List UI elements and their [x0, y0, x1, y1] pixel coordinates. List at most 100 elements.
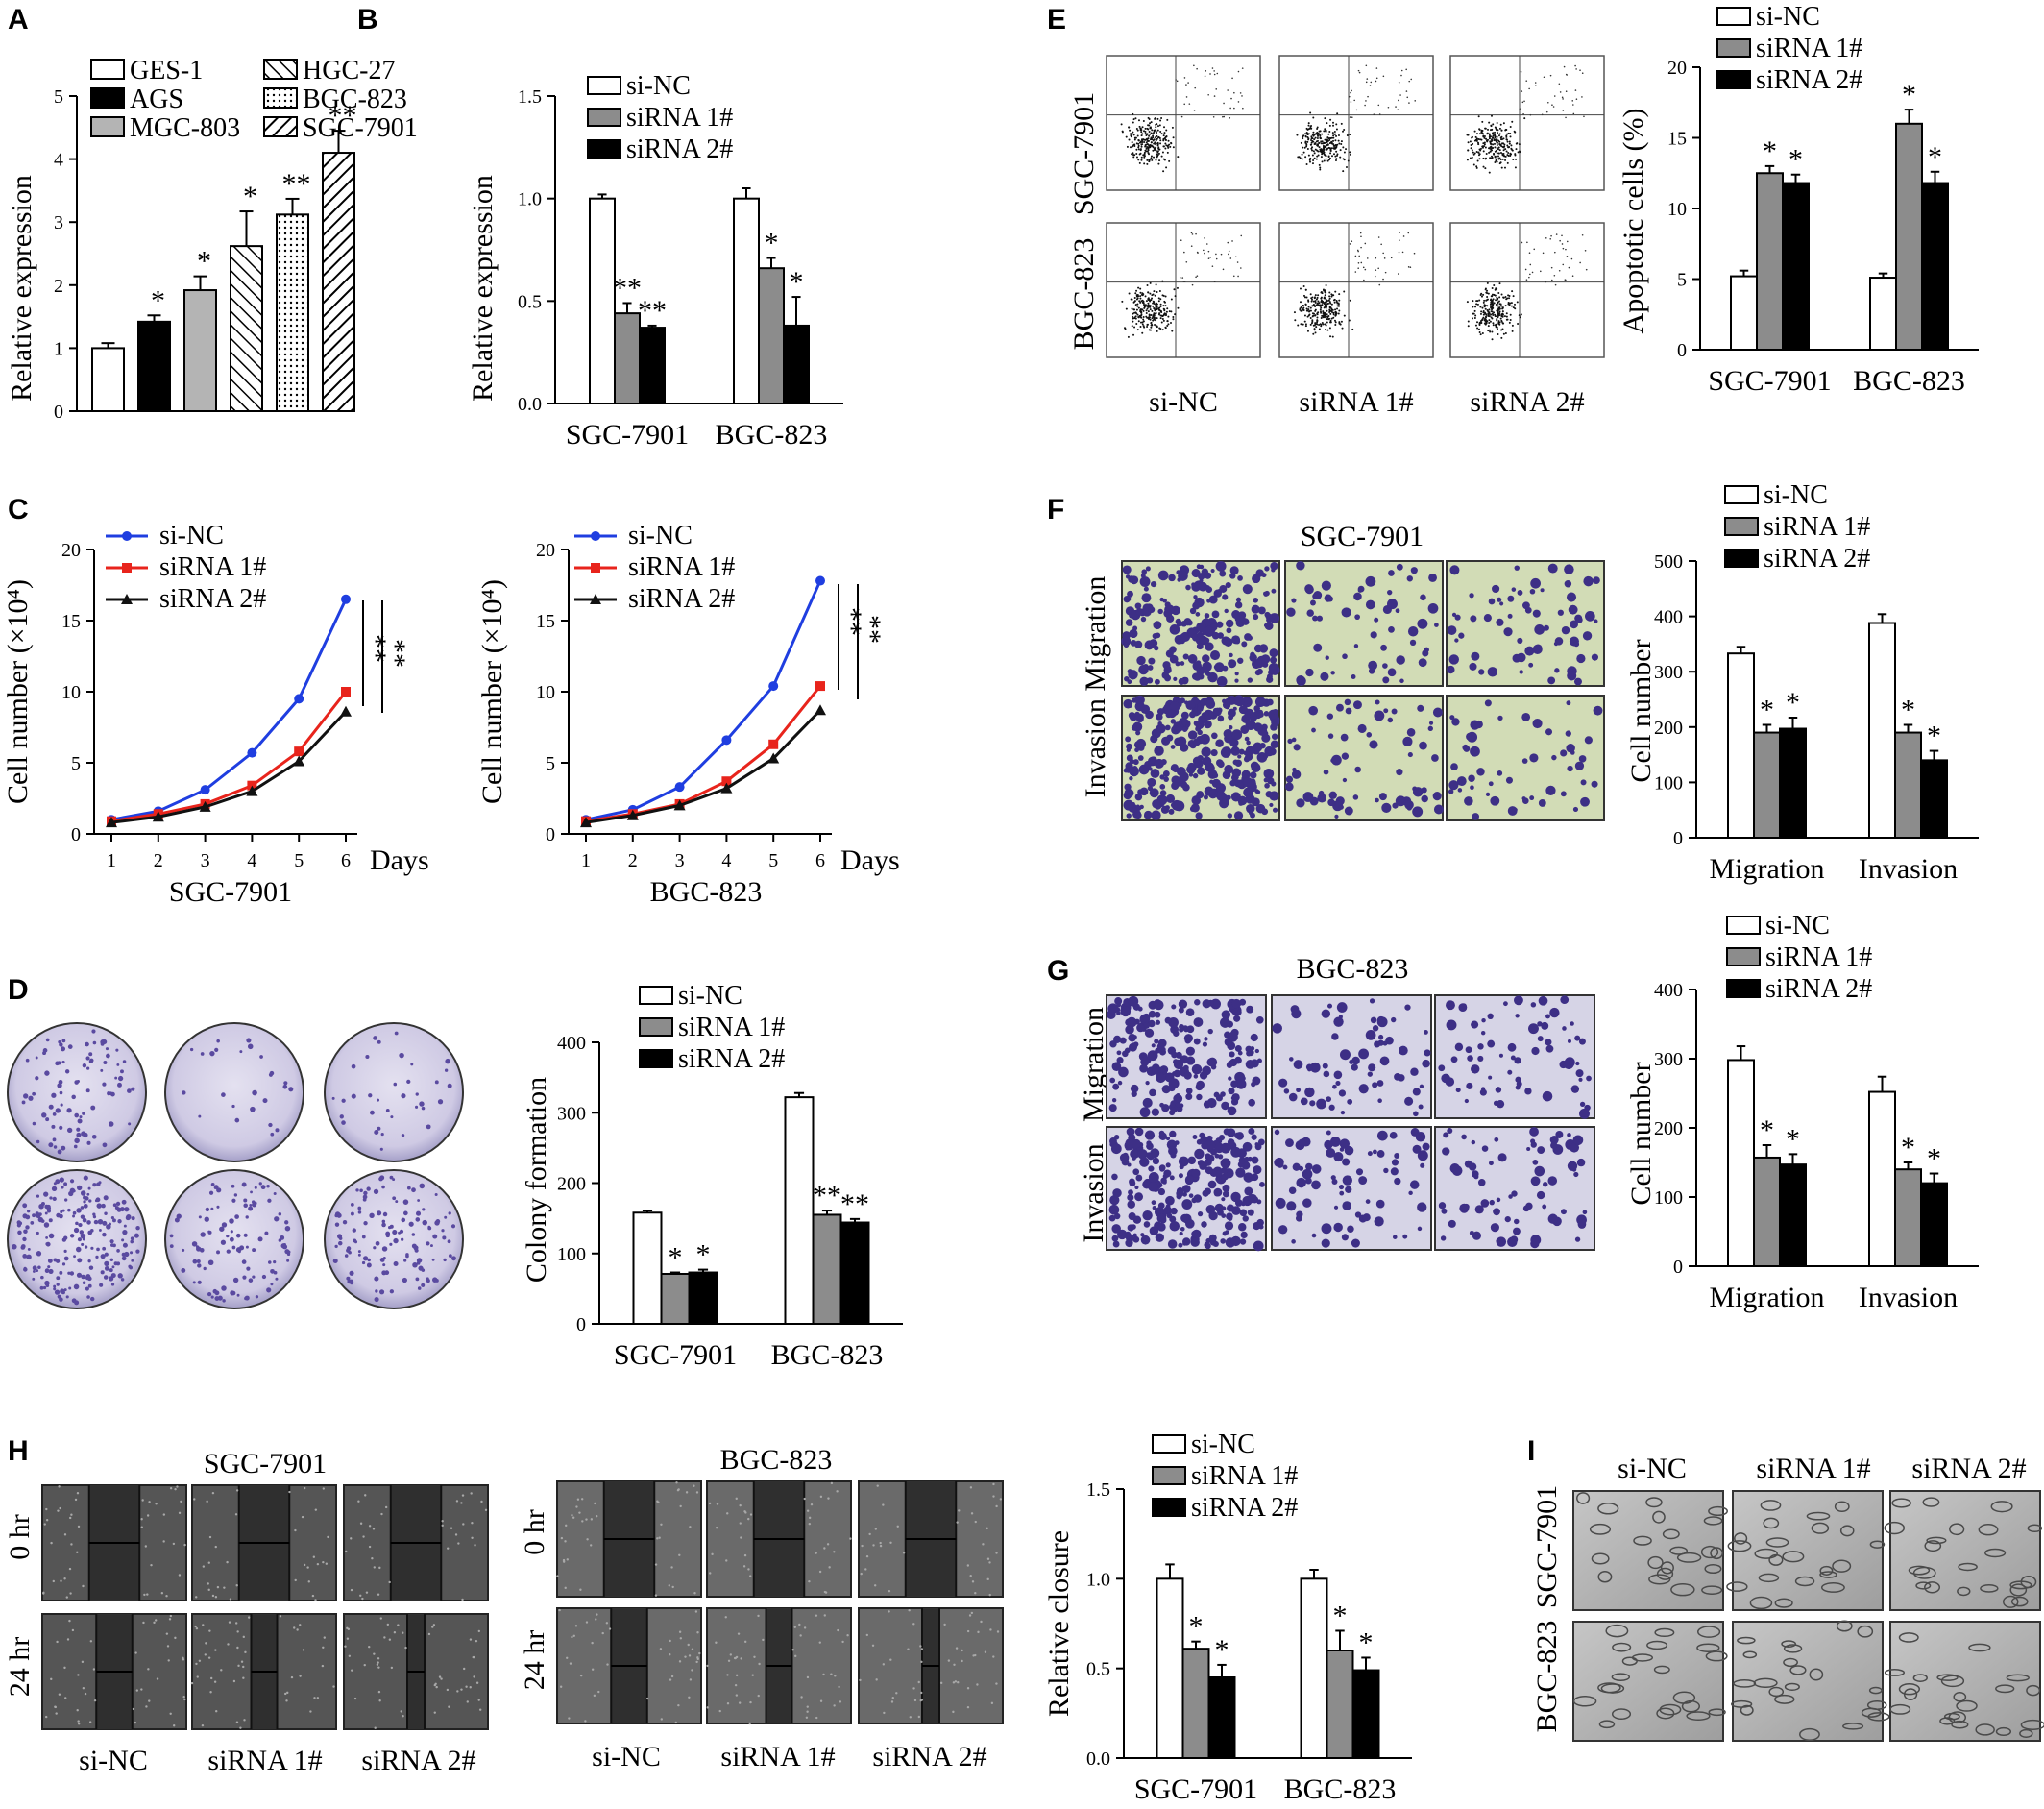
cell-shape — [1232, 759, 1239, 766]
cell-shape — [314, 1508, 318, 1511]
colony-dot — [210, 1207, 214, 1210]
colony-dot — [368, 1093, 373, 1098]
colony-dot — [80, 1214, 85, 1219]
cell-shape — [166, 1645, 170, 1648]
flow-event — [1407, 232, 1410, 234]
cell-shape — [1333, 1152, 1344, 1162]
cell-shape — [1245, 1060, 1255, 1069]
cell-shape — [1111, 1062, 1122, 1072]
cell-shape — [1174, 737, 1183, 746]
cell-shape — [1245, 1045, 1253, 1053]
axA-ytick-label: 2 — [54, 276, 63, 297]
flow-event — [1575, 98, 1578, 101]
cell-shape — [1165, 1162, 1171, 1168]
flow-event — [1134, 304, 1137, 306]
colony-dot — [236, 1293, 240, 1297]
cell-shape — [1243, 787, 1253, 798]
cell-shape — [1291, 770, 1302, 779]
flow-event — [1480, 322, 1483, 325]
flow-event — [1158, 312, 1161, 315]
cell-shape — [1560, 749, 1568, 757]
colony-dot — [248, 1206, 254, 1211]
flow-event — [1466, 301, 1469, 304]
colony-dot — [106, 1224, 111, 1230]
flow-event — [1149, 281, 1152, 284]
cell-shape — [1285, 775, 1294, 783]
cell-shape — [1410, 1067, 1419, 1076]
axB-category-label: SGC-7901 — [566, 419, 689, 451]
cell-shape — [1146, 1152, 1153, 1159]
cell-shape — [1137, 1006, 1143, 1012]
flow-event — [1305, 307, 1308, 310]
cell-shape — [1175, 1051, 1182, 1059]
flow-event — [1354, 255, 1357, 257]
cell-shape — [1355, 1168, 1364, 1176]
colony-dot — [378, 1289, 385, 1295]
colony-dot — [369, 1212, 375, 1219]
flow-event — [1146, 305, 1149, 307]
cell-shape — [1127, 669, 1132, 674]
cell-shape — [1419, 741, 1427, 750]
cell-shape — [1563, 1059, 1574, 1069]
colony-dot — [200, 1052, 205, 1056]
colony-dot — [92, 1215, 97, 1219]
cell-shape — [240, 1660, 244, 1663]
flow-event — [1316, 302, 1319, 305]
flow-event — [1148, 314, 1151, 317]
cell-shape — [1126, 743, 1132, 750]
legF-swatch — [1724, 485, 1759, 504]
flow-event — [1531, 271, 1534, 274]
flow-event — [1328, 157, 1331, 159]
flow-event — [1542, 252, 1545, 255]
colony-dot — [104, 1265, 110, 1271]
colony-dot — [129, 1265, 134, 1270]
flow-event — [1336, 307, 1339, 310]
flow-event — [1304, 156, 1307, 159]
cell-shape — [1374, 617, 1379, 623]
legG-swatch — [1726, 979, 1761, 998]
flow-event — [1141, 292, 1144, 295]
colony-dot — [121, 1199, 127, 1205]
flow-event — [1149, 133, 1152, 135]
flow-event — [1520, 71, 1522, 73]
flow-event — [1160, 116, 1163, 119]
cell-shape — [1528, 662, 1534, 668]
panel-e: SGC-7901 BGC-823 si-NC siRNA 1# siRNA 2#… — [1068, 2, 1979, 418]
colony-dot — [389, 1242, 393, 1246]
flow-event — [1504, 332, 1507, 335]
colony-dot — [49, 1196, 53, 1200]
flow-event — [1304, 303, 1307, 306]
cell-shape — [1577, 1160, 1583, 1164]
flow-event — [1500, 336, 1503, 339]
cell-shape — [1199, 733, 1210, 745]
axC1-ytick-label: 0 — [71, 824, 81, 845]
flow-event — [1515, 148, 1518, 151]
flow-event — [1491, 295, 1494, 298]
cell-shape — [1369, 998, 1375, 1004]
flow-event — [1555, 233, 1558, 235]
colony-dot — [96, 1182, 101, 1186]
cell-shape — [1190, 1237, 1200, 1247]
flow-event — [1204, 75, 1206, 78]
cell-shape — [1169, 654, 1179, 664]
flow-event — [1488, 329, 1491, 331]
panel-a-legend-1: AGS — [130, 85, 183, 114]
colony-dot — [231, 1104, 235, 1109]
colony-dot — [40, 1275, 44, 1280]
flow-event — [1351, 328, 1354, 330]
cell-shape — [1234, 601, 1243, 609]
flow-event — [1126, 145, 1129, 148]
flow-event — [1478, 299, 1481, 302]
panel-c-right-ylabel: Cell number (×10⁴) — [476, 579, 508, 804]
cell-shape — [1237, 1050, 1243, 1056]
cell-shape — [1139, 1107, 1151, 1118]
colony-dot — [443, 1258, 447, 1262]
cell-shape — [823, 1547, 826, 1550]
colony-dot — [451, 1256, 456, 1261]
cell-shape — [1139, 676, 1149, 686]
cell-shape — [1339, 1138, 1350, 1149]
cell-shape — [1169, 1175, 1175, 1181]
colony-dot — [12, 1244, 17, 1250]
cell-shape — [849, 1537, 852, 1540]
cell-shape — [1336, 1002, 1348, 1013]
